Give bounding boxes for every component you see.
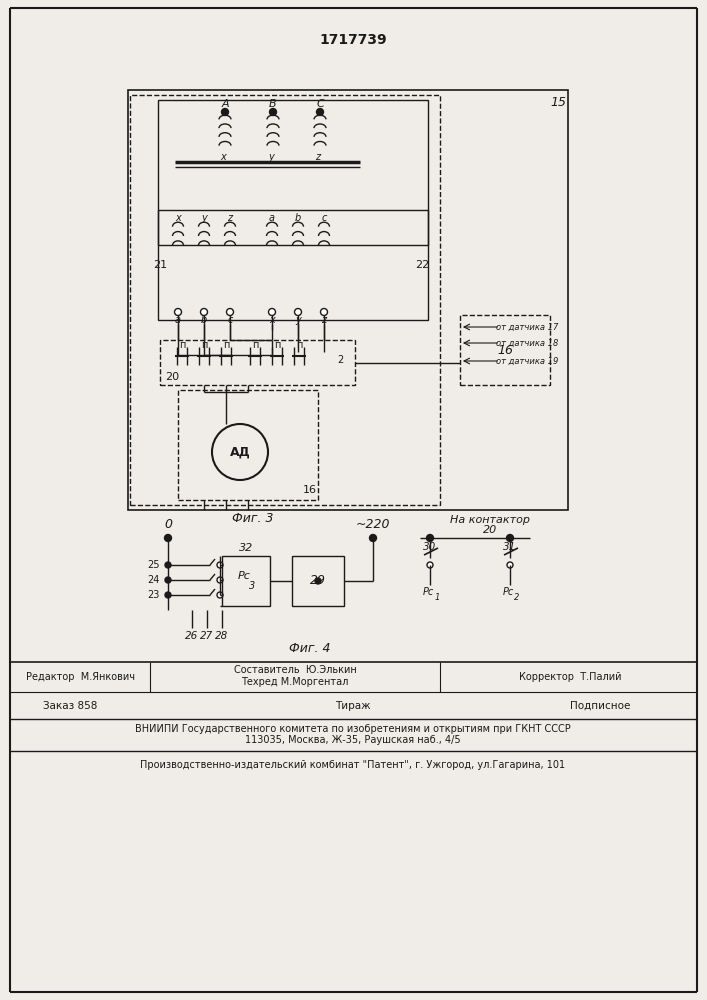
Text: x: x <box>269 315 275 325</box>
Text: п: п <box>179 340 185 350</box>
Circle shape <box>315 578 321 584</box>
Text: 21: 21 <box>153 260 167 270</box>
Text: C: C <box>316 99 324 109</box>
Text: c: c <box>228 315 233 325</box>
Text: 23: 23 <box>148 590 160 600</box>
Text: 28: 28 <box>216 631 228 641</box>
Text: 15: 15 <box>550 96 566 108</box>
Text: п: п <box>223 340 229 350</box>
Text: x: x <box>175 213 181 223</box>
Text: Рс: Рс <box>238 571 250 581</box>
Text: Рс: Рс <box>503 587 513 597</box>
Bar <box>222 556 270 606</box>
Text: Техред М.Моргентал: Техред М.Моргентал <box>241 677 349 687</box>
Circle shape <box>217 592 223 598</box>
Text: ВНИИПИ Государственного комитета по изобретениям и открытиям при ГКНТ СССР: ВНИИПИ Государственного комитета по изоб… <box>135 724 571 734</box>
Text: 16: 16 <box>303 485 317 495</box>
Text: Составитель  Ю.Элькин: Составитель Ю.Элькин <box>233 665 356 675</box>
Text: п: п <box>274 340 280 350</box>
Text: 22: 22 <box>415 260 429 270</box>
Text: c: c <box>321 213 327 223</box>
Text: 2: 2 <box>337 355 343 365</box>
Text: 20: 20 <box>165 372 179 382</box>
Circle shape <box>370 534 377 542</box>
Circle shape <box>426 534 433 542</box>
Circle shape <box>165 562 171 568</box>
Text: 26: 26 <box>185 631 199 641</box>
Text: Производственно-издательский комбинат "Патент", г. Ужгород, ул.Гагарина, 101: Производственно-издательский комбинат "П… <box>141 760 566 770</box>
Text: от датчика 18: от датчика 18 <box>496 338 559 348</box>
Text: На контактор: На контактор <box>450 515 530 525</box>
Circle shape <box>175 308 182 316</box>
Text: A: A <box>221 99 229 109</box>
Text: 0: 0 <box>164 518 172 532</box>
Bar <box>460 315 550 385</box>
Text: Корректор  Т.Палий: Корректор Т.Палий <box>519 672 621 682</box>
Circle shape <box>221 108 228 115</box>
Text: B: B <box>269 99 277 109</box>
Bar <box>158 210 428 320</box>
Text: 3: 3 <box>249 581 255 591</box>
Text: АД: АД <box>230 446 250 458</box>
Text: Рс: Рс <box>422 587 433 597</box>
Text: 1717739: 1717739 <box>319 33 387 47</box>
Text: Тираж: Тираж <box>335 701 370 711</box>
Text: Заказ 858: Заказ 858 <box>43 701 97 711</box>
Text: от датчика 17: от датчика 17 <box>496 322 559 332</box>
Circle shape <box>506 534 513 542</box>
Text: z: z <box>228 213 233 223</box>
Text: 27: 27 <box>200 631 214 641</box>
Circle shape <box>217 577 223 583</box>
Text: от датчика 19: от датчика 19 <box>496 357 559 365</box>
Text: b: b <box>201 315 207 325</box>
Text: 24: 24 <box>148 575 160 585</box>
Circle shape <box>226 308 233 316</box>
Text: п: п <box>252 340 258 350</box>
Text: 16: 16 <box>497 344 513 357</box>
Text: a: a <box>175 315 181 325</box>
Text: 113035, Москва, Ж-35, Раушская наб., 4/5: 113035, Москва, Ж-35, Раушская наб., 4/5 <box>245 735 461 745</box>
Text: b: b <box>295 213 301 223</box>
Text: 32: 32 <box>239 543 253 553</box>
Text: 20: 20 <box>483 525 497 535</box>
Text: п: п <box>296 340 302 350</box>
Text: Редактор  М.Янкович: Редактор М.Янкович <box>25 672 134 682</box>
Text: y: y <box>295 315 301 325</box>
Text: 30: 30 <box>423 542 437 552</box>
Circle shape <box>217 562 223 568</box>
Circle shape <box>317 108 324 115</box>
Text: z: z <box>322 315 327 325</box>
Circle shape <box>165 592 171 598</box>
Circle shape <box>165 534 172 542</box>
Text: Фиг. 4: Фиг. 4 <box>289 642 331 654</box>
Text: y: y <box>201 213 207 223</box>
Text: Фиг. 3: Фиг. 3 <box>233 512 274 524</box>
Text: Подписное: Подписное <box>570 701 630 711</box>
Text: 1: 1 <box>434 593 440 602</box>
Bar <box>178 390 318 500</box>
Text: a: a <box>269 213 275 223</box>
Text: z: z <box>315 152 320 162</box>
Circle shape <box>427 562 433 568</box>
Circle shape <box>201 308 207 316</box>
Bar <box>130 95 440 505</box>
Text: ~220: ~220 <box>356 518 390 532</box>
Circle shape <box>269 308 276 316</box>
Text: y: y <box>268 152 274 162</box>
Bar <box>160 340 355 385</box>
Circle shape <box>507 562 513 568</box>
Circle shape <box>269 108 276 115</box>
Text: п: п <box>201 340 207 350</box>
Text: 31: 31 <box>503 542 517 552</box>
Text: 29: 29 <box>310 574 326 587</box>
Circle shape <box>295 308 301 316</box>
Circle shape <box>165 577 171 583</box>
Text: 2: 2 <box>514 593 520 602</box>
Bar <box>158 100 428 245</box>
Bar <box>128 90 568 510</box>
Bar <box>292 556 344 606</box>
Circle shape <box>320 308 327 316</box>
Text: 25: 25 <box>148 560 160 570</box>
Text: x: x <box>220 152 226 162</box>
